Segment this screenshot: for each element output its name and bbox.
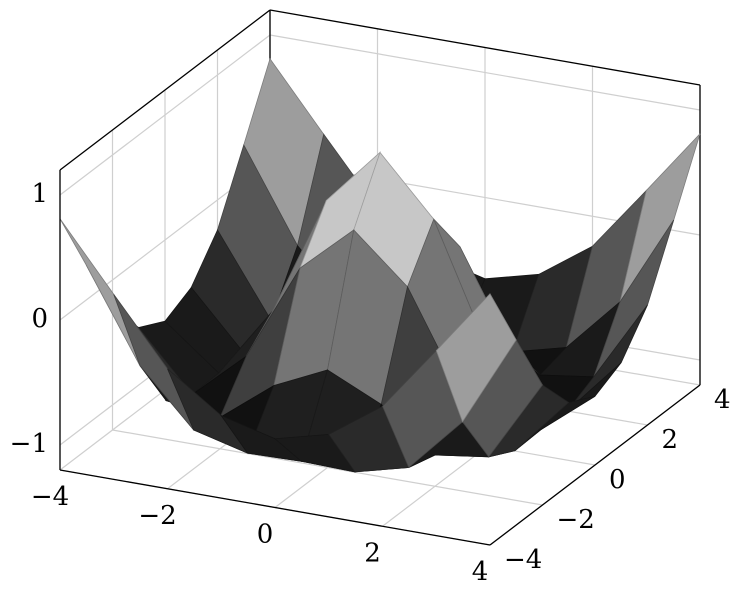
z-tick-label: 1 (31, 179, 48, 209)
grid-line (269, 34, 701, 111)
x-tick-label: −2 (138, 501, 176, 531)
axis-frame (489, 384, 701, 546)
axis-frame (59, 9, 271, 171)
z-tick-label: 0 (31, 304, 48, 334)
y-tick-label: −4 (504, 545, 542, 575)
x-tick-label: 4 (472, 557, 489, 587)
axis-frame (269, 9, 701, 86)
surface-patch (59, 218, 141, 366)
surface-patch (435, 293, 517, 423)
axis-frame (59, 469, 491, 546)
z-tick-label: −1 (10, 429, 48, 459)
grid-line (59, 34, 271, 196)
x-tick-label: 0 (257, 520, 274, 550)
grid-line (112, 429, 543, 506)
y-tick-label: −2 (557, 505, 595, 535)
y-tick-label: 4 (714, 385, 731, 415)
x-tick-label: −4 (31, 482, 69, 512)
y-tick-label: 2 (662, 425, 679, 455)
x-tick-label: 2 (364, 538, 381, 568)
y-tick-label: 0 (609, 465, 626, 495)
